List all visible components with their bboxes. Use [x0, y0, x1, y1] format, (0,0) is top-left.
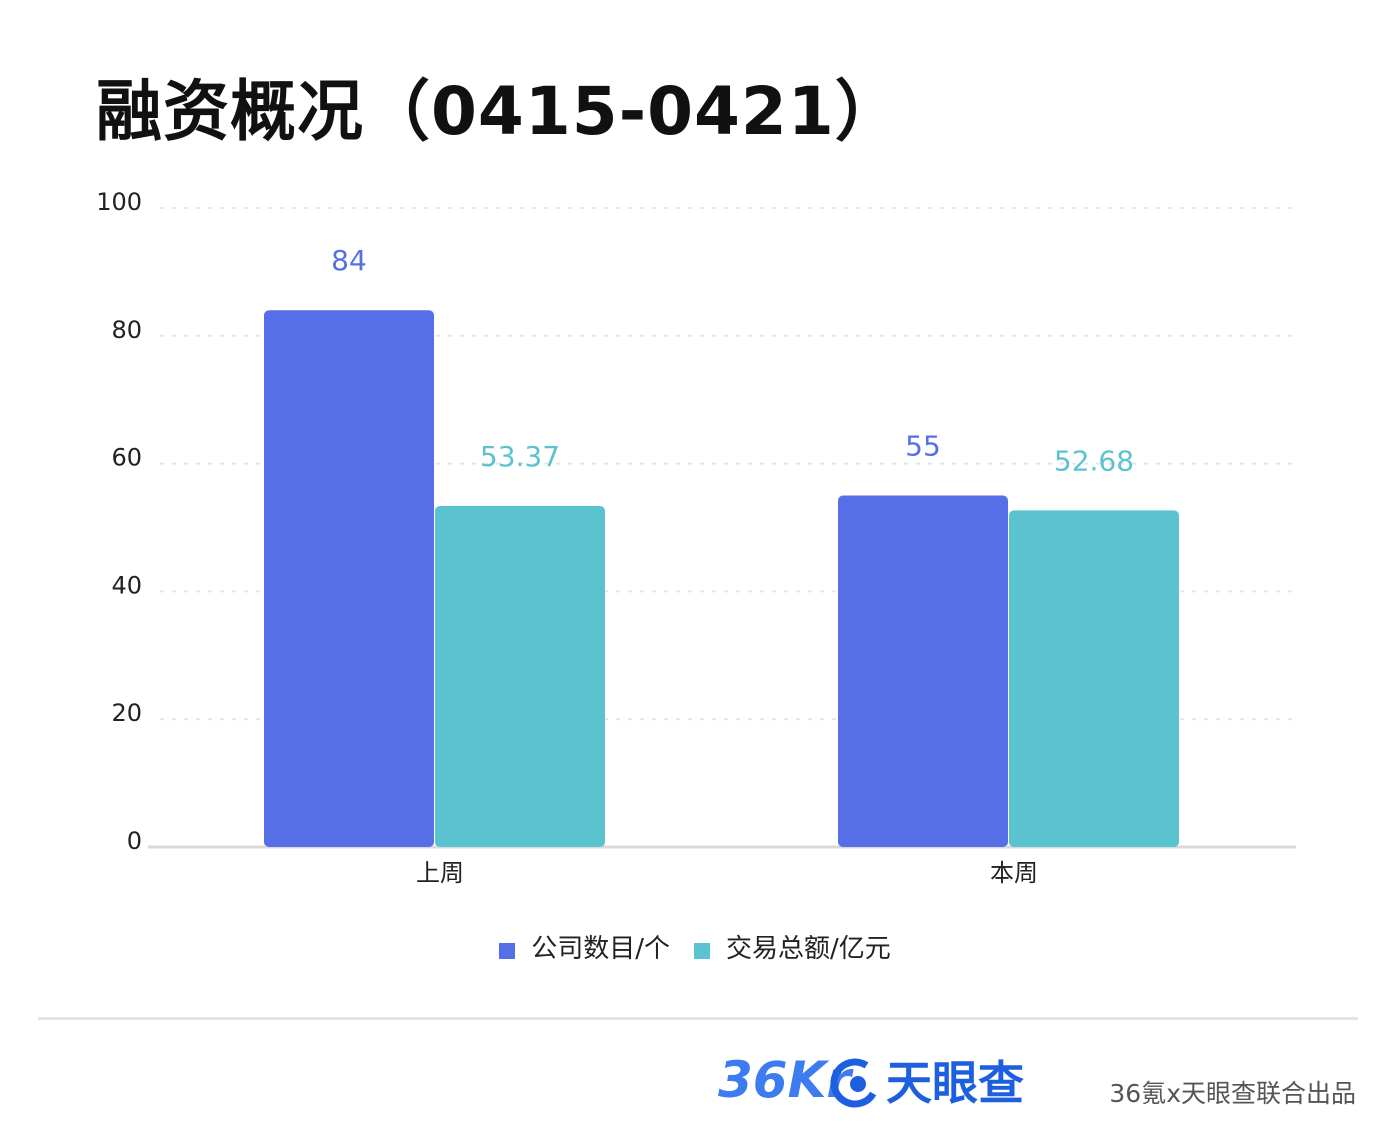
bar-companies-0 — [264, 310, 434, 847]
logo-36kr-text: 36Kr — [718, 1051, 851, 1109]
legend-label-companies: 公司数目/个 — [531, 934, 670, 964]
legend-swatch-amount — [694, 942, 710, 959]
x-tick-label: 上周 — [416, 859, 464, 887]
footer-divider — [38, 1017, 1358, 1020]
credit-text: 36氪x天眼查联合出品 — [1109, 1079, 1356, 1108]
legend-item-amount: 交易总额/亿元 — [694, 928, 891, 965]
bar-companies-1 — [838, 495, 1008, 847]
y-tick-label: 80 — [111, 316, 142, 344]
x-tick-label: 本周 — [990, 859, 1038, 887]
bar-amount-1 — [1009, 510, 1179, 847]
y-tick-label: 0 — [127, 827, 142, 855]
y-tick-label: 40 — [111, 571, 142, 599]
y-tick-label: 60 — [111, 444, 142, 472]
data-label: 55 — [905, 430, 941, 463]
logo-36kr: 36Kr — [718, 1055, 851, 1105]
eye-logo-icon — [830, 1058, 880, 1108]
bar-amount-0 — [435, 505, 605, 847]
legend-label-amount: 交易总额/亿元 — [726, 934, 891, 964]
data-label: 52.68 — [1054, 444, 1134, 477]
logo-tianyancha-text: 天眼查 — [886, 1056, 1024, 1110]
bar-chart: 0 20 40 60 80 100 84 53.37 上周 55 52.68 本周 — [96, 188, 1296, 887]
legend: 公司数目/个 交易总额/亿元 — [0, 928, 1390, 965]
logo-tianyancha: 天眼查 — [830, 1058, 1024, 1108]
legend-swatch-companies — [499, 942, 516, 959]
y-tick-label: 100 — [96, 188, 142, 216]
legend-item-companies: 公司数目/个 — [499, 928, 670, 965]
chart-title: 融资概况（0415-0421） — [96, 73, 902, 150]
data-label: 53.37 — [480, 440, 560, 473]
data-label: 84 — [331, 244, 367, 277]
y-tick-label: 20 — [111, 699, 142, 727]
